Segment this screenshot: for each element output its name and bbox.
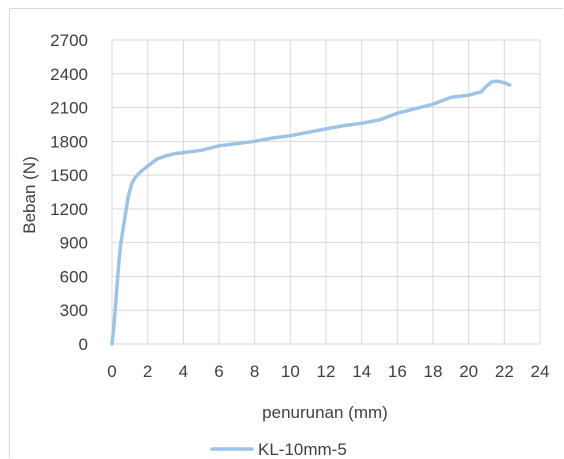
chart-frame bbox=[9, 8, 563, 458]
gridlines bbox=[111, 39, 541, 345]
series-line-0 bbox=[110, 79, 512, 346]
x-tick-label: 16 bbox=[388, 362, 407, 381]
legend-label: KL-10mm-5 bbox=[258, 440, 347, 459]
y-tick-label: 600 bbox=[60, 267, 88, 286]
x-tick-label: 22 bbox=[495, 362, 514, 381]
x-tick-label: 20 bbox=[459, 362, 478, 381]
x-tick-label: 14 bbox=[352, 362, 371, 381]
y-axis-title: Beban (N) bbox=[20, 156, 39, 233]
x-tick-label: 0 bbox=[107, 362, 116, 381]
y-tick-label: 2100 bbox=[50, 99, 88, 118]
y-tick-label: 300 bbox=[60, 301, 88, 320]
y-tick-label: 0 bbox=[79, 335, 88, 354]
y-tick-label: 900 bbox=[60, 234, 88, 253]
x-axis-title: penurunan (mm) bbox=[262, 403, 388, 422]
legend: KL-10mm-5 bbox=[210, 440, 347, 459]
y-tick-label: 2400 bbox=[50, 65, 88, 84]
y-tick-label: 1500 bbox=[50, 166, 88, 185]
x-tick-label: 2 bbox=[143, 362, 152, 381]
x-tick-label: 24 bbox=[531, 362, 550, 381]
y-tick-labels: 0 300 600 900 1200 1500 1800 2100 2400 2700 bbox=[50, 31, 88, 354]
series-lines bbox=[110, 79, 512, 346]
x-tick-labels: 0 2 4 6 8 10 12 14 16 18 20 22 24 bbox=[107, 362, 549, 381]
y-tick-label: 1200 bbox=[50, 200, 88, 219]
x-tick-label: 6 bbox=[214, 362, 223, 381]
x-tick-label: 12 bbox=[317, 362, 336, 381]
x-tick-label: 8 bbox=[250, 362, 259, 381]
x-tick-label: 4 bbox=[179, 362, 188, 381]
x-tick-label: 18 bbox=[424, 362, 443, 381]
y-tick-label: 2700 bbox=[50, 31, 88, 50]
x-tick-label: 10 bbox=[281, 362, 300, 381]
y-tick-label: 1800 bbox=[50, 132, 88, 151]
